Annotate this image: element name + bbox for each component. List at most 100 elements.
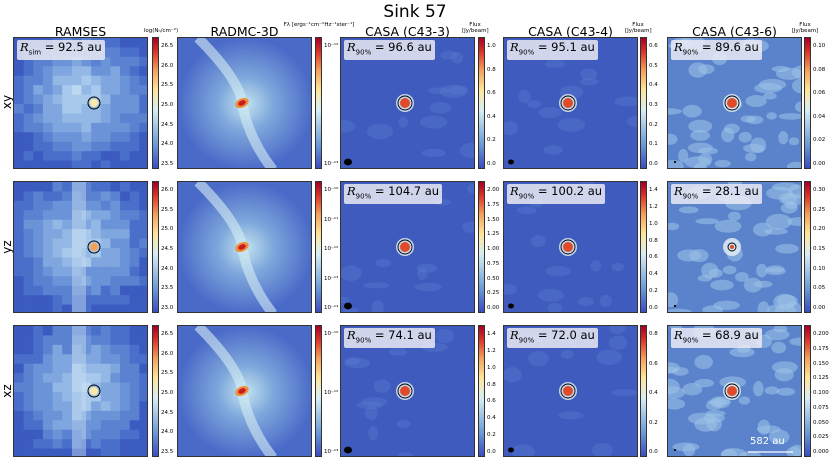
- amr-cell: [110, 104, 121, 115]
- amr-cell: [52, 122, 63, 133]
- amr-cell: [71, 344, 83, 355]
- amr-cell: [71, 191, 83, 202]
- amr-cell: [81, 75, 92, 86]
- amr-cell: [62, 392, 73, 403]
- amr-cell: [33, 191, 44, 202]
- amr-cell: [14, 363, 25, 374]
- r90-contour: [560, 95, 576, 111]
- source-core: [400, 242, 410, 252]
- colorbar-tick-label: 1.75: [487, 201, 500, 208]
- noise-blob: [785, 201, 798, 210]
- noise-blob: [695, 218, 719, 225]
- amr-cell: [81, 335, 92, 346]
- amr-cell: [52, 335, 63, 346]
- noise-blob: [545, 266, 572, 277]
- amr-cell: [71, 420, 83, 431]
- amr-cell: [110, 266, 121, 277]
- amr-cell: [110, 326, 121, 337]
- colorbar-tick-label: 0.0: [649, 449, 658, 455]
- colorbar-c434-xy: [640, 37, 647, 169]
- amr-cell: [129, 266, 140, 277]
- amr-cell: [100, 151, 112, 162]
- cbar-title-c436: Flux [Jy/beam]: [791, 22, 819, 34]
- amr-cell: [52, 420, 63, 431]
- amr-cell: [139, 191, 147, 202]
- colorbar-c436-yz: [804, 181, 811, 313]
- amr-cell: [129, 229, 140, 240]
- beam-ellipse: [344, 446, 352, 454]
- amr-cell: [100, 66, 112, 77]
- noise-blob: [794, 101, 801, 113]
- amr-cell: [110, 420, 121, 431]
- amr-cell: [23, 401, 34, 412]
- amr-cell: [23, 219, 34, 230]
- colorbar-tick-label: 10⁻¹¹: [324, 216, 339, 223]
- amr-cell: [71, 104, 83, 115]
- amr-cell: [139, 219, 147, 230]
- amr-cell: [42, 66, 54, 77]
- cbar-title-ramses: log(Nₕ/cm⁻²): [143, 28, 179, 34]
- amr-cell: [110, 229, 121, 240]
- amr-cell: [100, 326, 112, 337]
- noise-blob: [530, 235, 546, 248]
- colorbar-tick-label: 0.4: [487, 113, 496, 120]
- sink-radius-circle: [87, 240, 101, 254]
- r90-contour: [724, 95, 740, 111]
- noise-blob: [776, 387, 796, 396]
- amr-cell: [14, 229, 25, 240]
- panel-c433-yz: R90% = 104.7 au: [340, 181, 475, 313]
- colorbar-tick-label: 0.08: [813, 66, 826, 73]
- beam-ellipse: [673, 160, 677, 164]
- colorbar-tick-label: 0.5: [649, 62, 658, 69]
- amr-cell: [52, 113, 63, 124]
- amr-cell: [33, 257, 44, 268]
- noise-blob: [778, 113, 801, 120]
- amr-cell: [81, 295, 92, 306]
- colorbar-tick-label: 0.75: [487, 260, 500, 267]
- amr-cell: [33, 439, 44, 450]
- amr-cell: [110, 248, 121, 259]
- colorbar-tick-label: 0.4: [487, 415, 496, 422]
- amr-cell: [23, 113, 34, 124]
- amr-cell: [81, 200, 92, 211]
- amr-cell: [14, 392, 25, 403]
- amr-cell: [120, 266, 131, 277]
- r90-contour: [397, 383, 413, 399]
- colorbar-tick-label: 25.0: [161, 226, 174, 233]
- amr-cell: [120, 141, 131, 152]
- colorbar-ramses-yz: [152, 181, 159, 313]
- amr-cell: [139, 238, 147, 249]
- colorbar-tick-label: 26.0: [161, 62, 174, 69]
- amr-cell: [110, 200, 121, 211]
- colorbar-tick-label: 1.2: [487, 347, 496, 354]
- amr-cell: [23, 94, 34, 105]
- colorbar-tick-label: 0.10: [813, 265, 826, 272]
- amr-cell: [129, 219, 140, 230]
- amr-cell: [120, 285, 131, 296]
- amr-cell: [62, 266, 73, 277]
- amr-cell: [62, 429, 73, 440]
- amr-cell: [129, 210, 140, 221]
- amr-cell: [139, 132, 147, 143]
- noise-blob: [678, 206, 699, 214]
- noise-blob: [745, 95, 767, 108]
- amr-cell: [62, 410, 73, 421]
- sink-radius-circle: [87, 384, 101, 398]
- source-core: [730, 245, 734, 249]
- noise-blob: [773, 293, 797, 310]
- amr-cell: [81, 94, 92, 105]
- amr-cell: [62, 132, 73, 143]
- noise-blob: [440, 50, 458, 60]
- amr-cell: [139, 392, 147, 403]
- noise-blob: [756, 263, 768, 278]
- amr-cell: [23, 448, 34, 456]
- noise-blob: [537, 288, 565, 302]
- noise-blob: [766, 265, 785, 273]
- amr-cell: [120, 219, 131, 230]
- noise-blob: [449, 85, 469, 95]
- noise-blob: [754, 83, 782, 94]
- amr-cell: [71, 200, 83, 211]
- amr-cell: [91, 354, 102, 365]
- amr-cell: [14, 238, 25, 249]
- noise-blob: [371, 300, 384, 312]
